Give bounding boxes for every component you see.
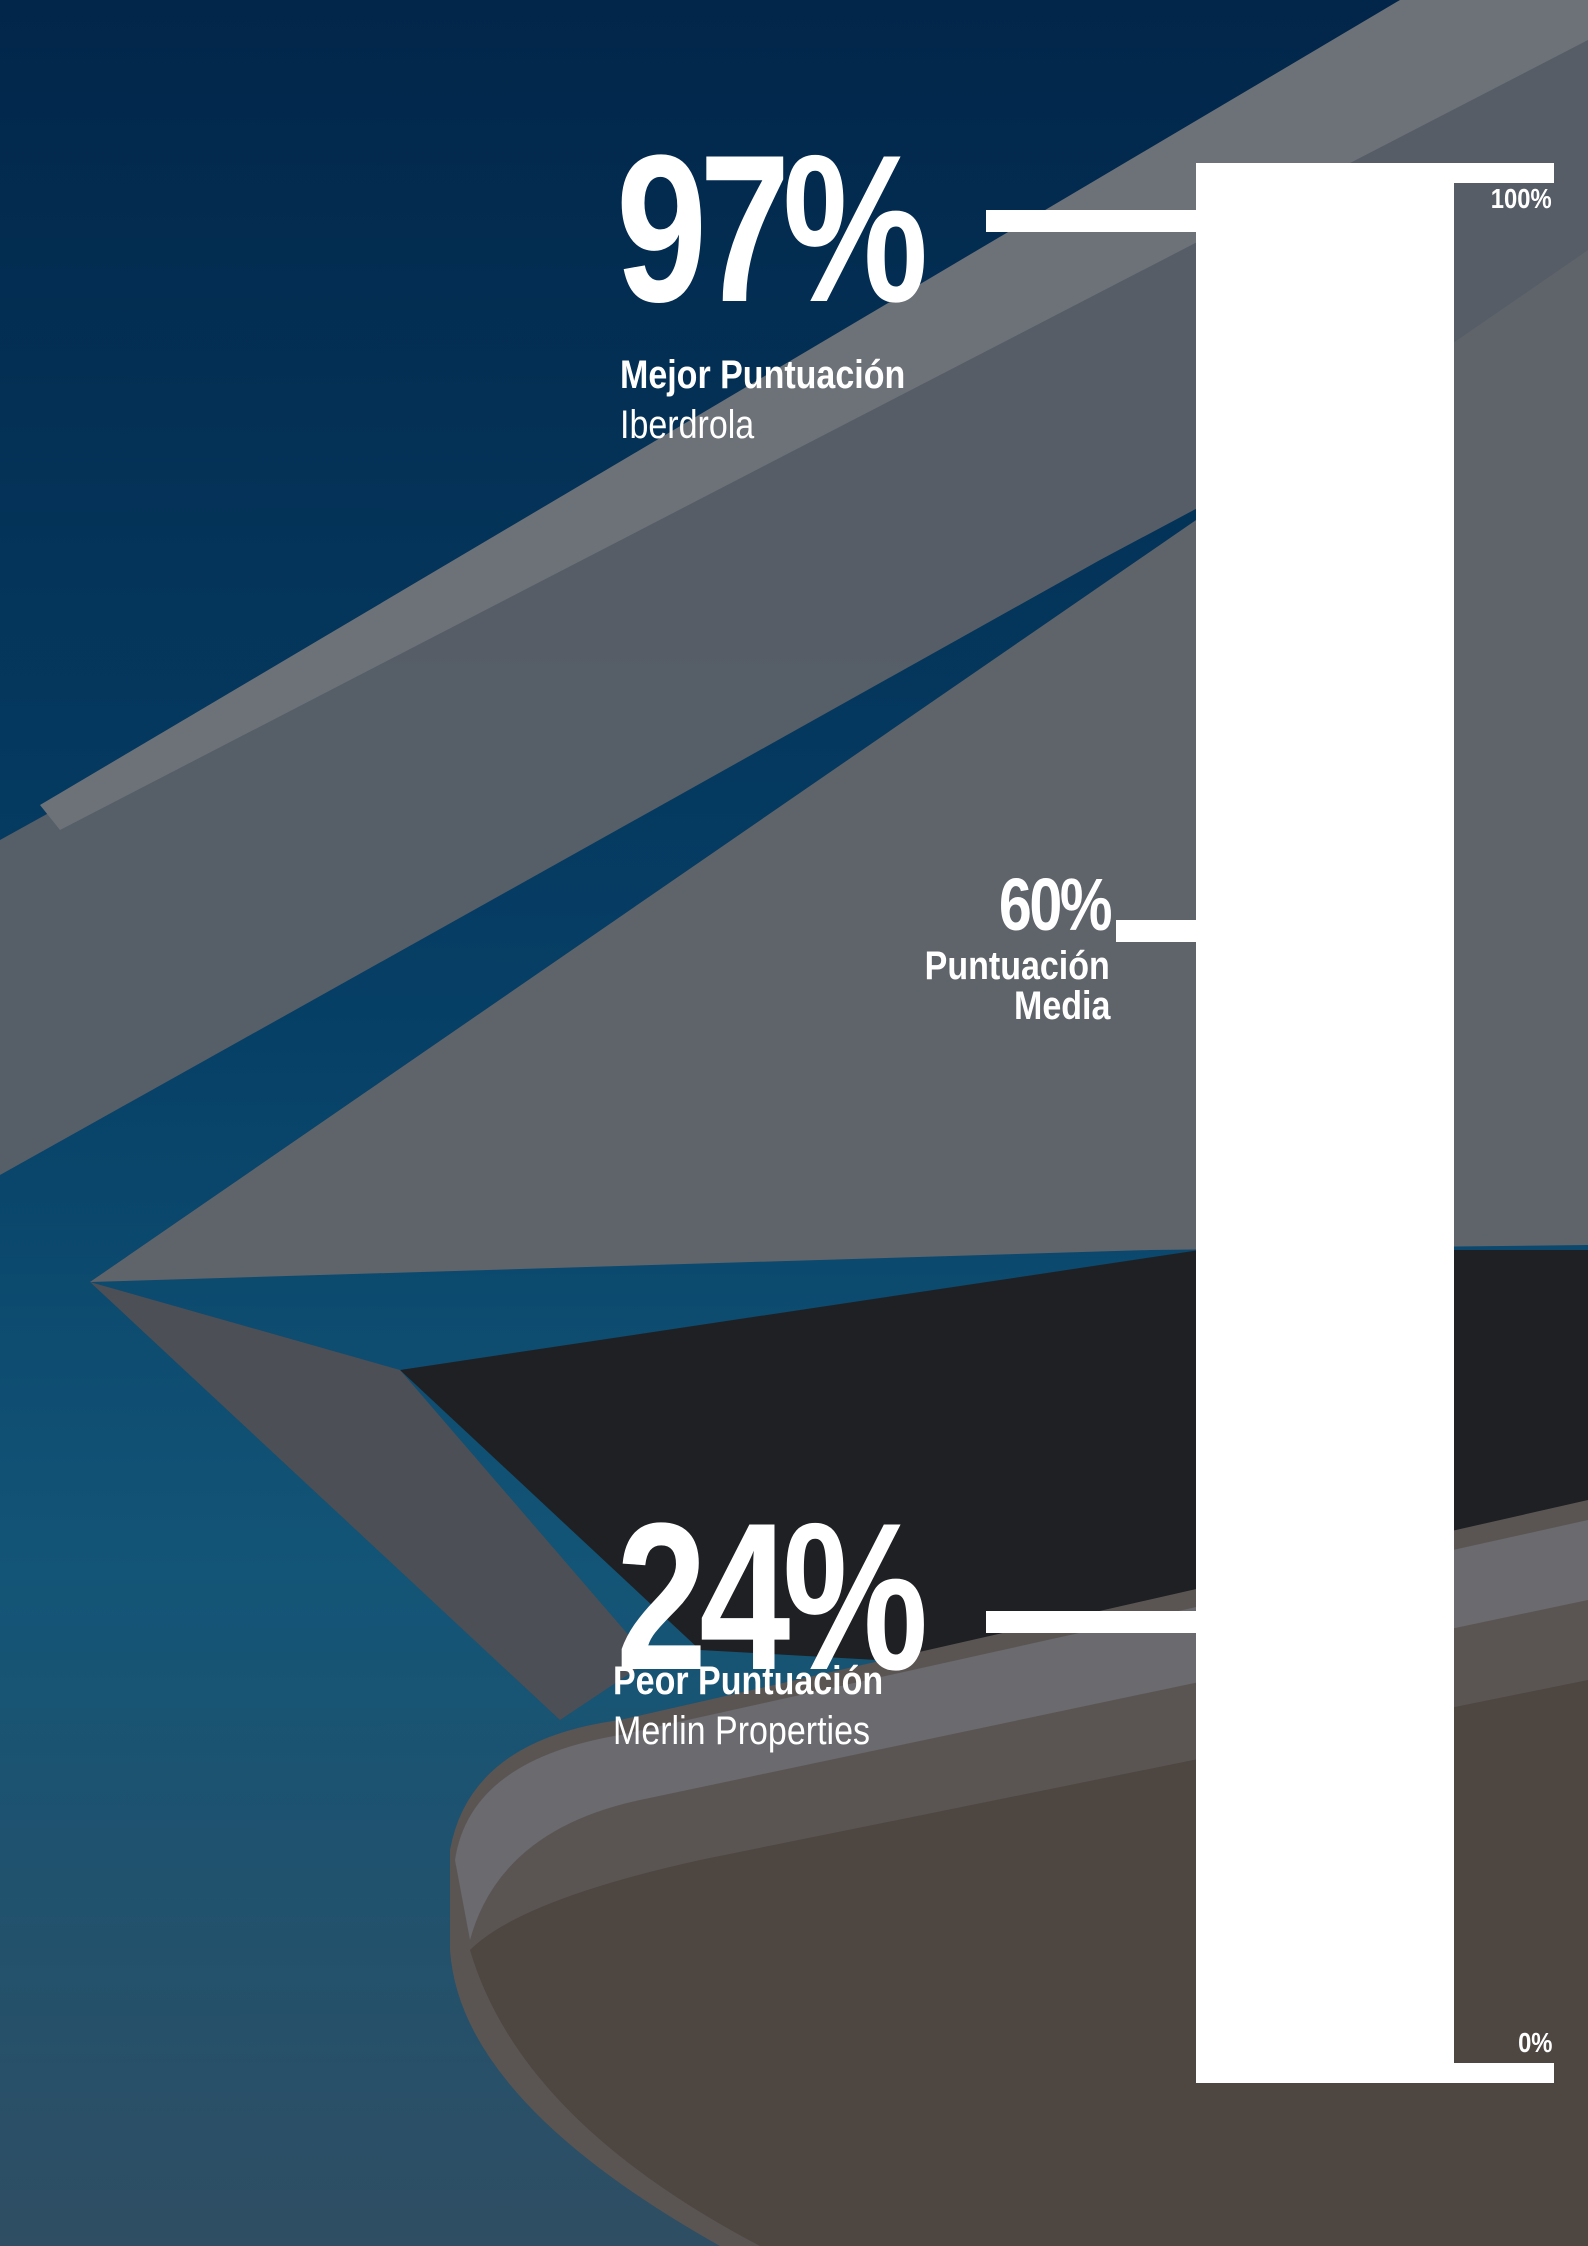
- scale-bracket-vertical: [1454, 163, 1466, 2063]
- worst-score-label: Peor Puntuación: [613, 1659, 884, 1704]
- worst-score-company: Merlin Properties: [613, 1709, 870, 1754]
- average-score-label-line1: Puntuación: [924, 944, 1110, 988]
- scale-bar: [1196, 163, 1454, 2083]
- scale-cap-bottom: [1438, 2063, 1554, 2083]
- scale-min-label: 0%: [1517, 2027, 1552, 2058]
- best-score-company: Iberdrola: [620, 402, 755, 447]
- average-score-label-line2: Media: [1013, 984, 1110, 1028]
- best-score-value: 97%: [616, 110, 928, 346]
- average-score-connector: [1116, 920, 1196, 942]
- worst-score-value: 24%: [616, 1479, 928, 1715]
- scale-max-label: 100%: [1491, 183, 1552, 214]
- average-score-value: 60%: [998, 863, 1113, 946]
- best-score-connector: [986, 209, 1196, 232]
- best-score-label: Mejor Puntuación: [620, 352, 906, 397]
- worst-score-connector: [986, 1611, 1196, 1634]
- scale-cap-top: [1438, 163, 1554, 183]
